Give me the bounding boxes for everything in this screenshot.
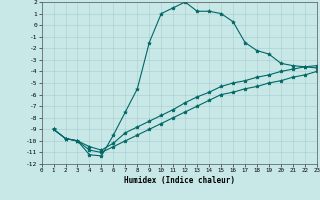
X-axis label: Humidex (Indice chaleur): Humidex (Indice chaleur) <box>124 176 235 185</box>
